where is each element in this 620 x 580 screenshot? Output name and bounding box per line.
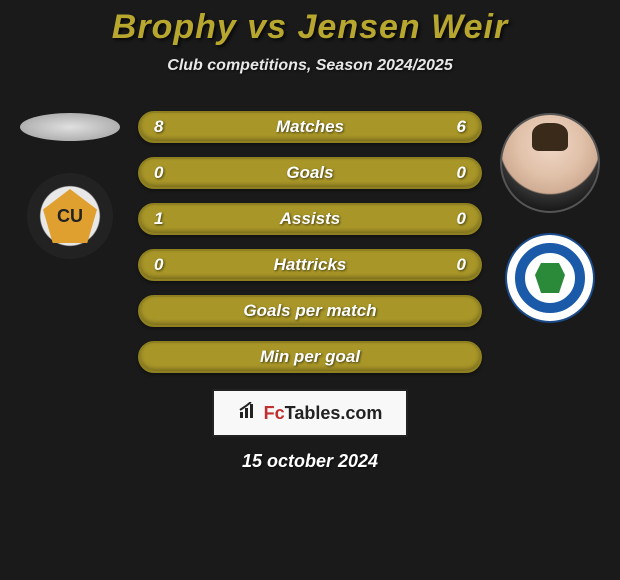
brand-text: FcTables.com [264,403,383,424]
chart-icon [238,402,260,425]
brand-prefix: Fc [264,403,285,423]
stat-label-matches: Matches [276,117,344,137]
club-badge-left-text: CU [57,206,83,227]
comparison-card: Brophy vs Jensen Weir Club competitions,… [0,0,620,580]
stat-label-hattricks: Hattricks [274,255,347,275]
stat-label-gpm: Goals per match [243,301,376,321]
stat-bar-hattricks: 0 Hattricks 0 [138,249,482,281]
player-avatar-right [500,113,600,213]
stat-bar-matches: 8 Matches 6 [138,111,482,143]
stat-label-mpg: Min per goal [260,347,360,367]
club-badge-right [507,235,593,321]
right-column [490,111,610,373]
stat-bar-gpm: Goals per match [138,295,482,327]
stat-left-matches: 8 [154,117,163,137]
stat-left-goals: 0 [154,163,163,183]
page-title: Brophy vs Jensen Weir [0,8,620,47]
left-column: CU [10,111,130,373]
stat-bar-mpg: Min per goal [138,341,482,373]
stat-right-hattricks: 0 [457,255,466,275]
stats-column: 8 Matches 6 0 Goals 0 1 Assists 0 0 Hatt… [130,111,490,373]
stat-label-goals: Goals [286,163,333,183]
stat-label-assists: Assists [280,209,340,229]
stat-bar-assists: 1 Assists 0 [138,203,482,235]
subtitle: Club competitions, Season 2024/2025 [0,57,620,75]
player-avatar-left [20,113,120,141]
content-row: CU 8 Matches 6 0 Goals 0 1 Assists 0 0 H… [0,111,620,373]
date-text: 15 october 2024 [0,451,620,472]
stat-right-matches: 6 [457,117,466,137]
brand-logo[interactable]: FcTables.com [212,389,408,437]
brand-suffix: Tables.com [285,403,383,423]
stat-left-hattricks: 0 [154,255,163,275]
stat-bar-goals: 0 Goals 0 [138,157,482,189]
stat-right-assists: 0 [457,209,466,229]
stat-right-goals: 0 [457,163,466,183]
stat-left-assists: 1 [154,209,163,229]
club-badge-left: CU [27,173,113,259]
